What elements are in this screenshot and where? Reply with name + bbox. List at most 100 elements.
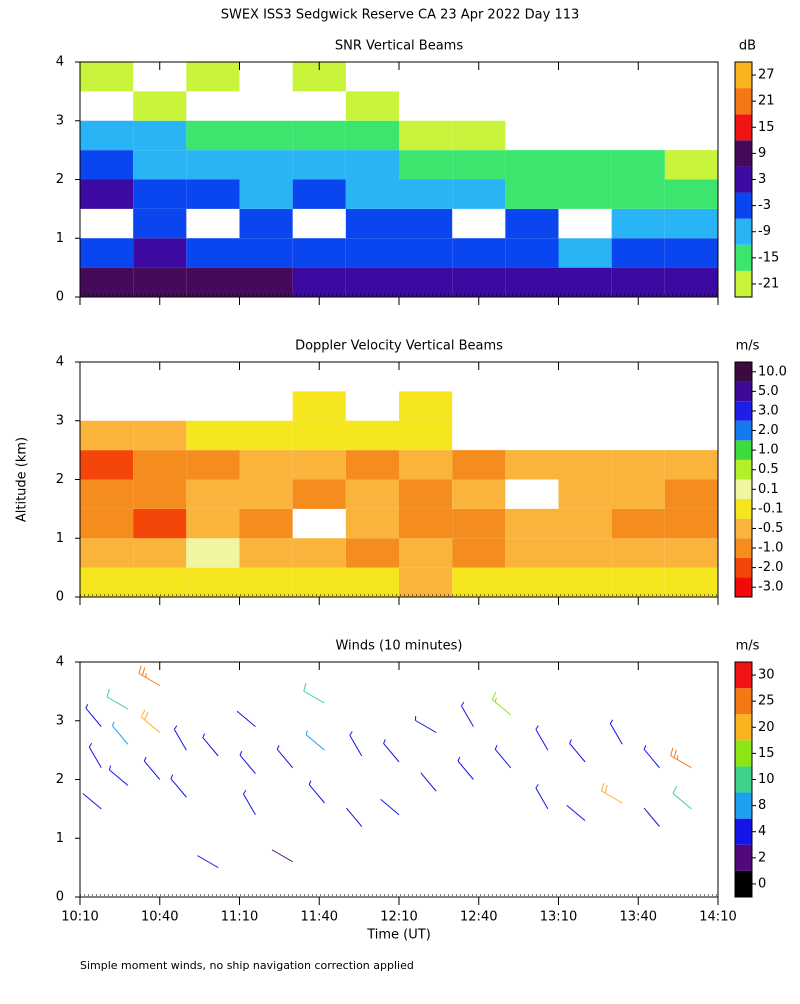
- heat-cell: [665, 238, 718, 267]
- colorbar-band: [735, 166, 752, 192]
- colorbar-band: [735, 766, 752, 792]
- heat-cell: [133, 509, 186, 538]
- colorbar-band: [735, 519, 752, 539]
- colorbar-band: [735, 62, 752, 88]
- wind-barb: [536, 784, 548, 809]
- heat-cell: [612, 509, 665, 538]
- wind-barb: [458, 757, 473, 779]
- heat-cell: [80, 538, 133, 567]
- heat-cell: [186, 62, 239, 91]
- heat-cell: [293, 450, 346, 479]
- barb-feather: [240, 751, 242, 755]
- colorbar-tick-label: -3.0: [758, 580, 783, 595]
- heat-cell: [240, 509, 293, 538]
- heat-cell: [665, 568, 718, 597]
- barb-staff: [112, 726, 127, 744]
- barb-feather: [644, 745, 646, 749]
- barb-feather: [89, 743, 91, 747]
- barb-feather: [605, 785, 607, 793]
- heat-cell: [452, 180, 505, 209]
- colorbar-tick-label: 4: [758, 824, 766, 839]
- heat-cell: [559, 568, 612, 597]
- heat-cell: [186, 238, 239, 267]
- barb-staff: [107, 697, 128, 709]
- heat-cell: [346, 268, 399, 297]
- colorbar-tick-label: 9: [758, 146, 766, 161]
- barb-feather: [277, 745, 279, 749]
- colorbar-tick-label: 2.0: [758, 423, 779, 438]
- wind-barb: [240, 751, 255, 773]
- colorbar-tick-label: 1.0: [758, 443, 779, 458]
- heat-cell: [452, 480, 505, 509]
- barb-feather: [243, 790, 245, 794]
- heat-cell: [133, 450, 186, 479]
- heat-cell: [133, 238, 186, 267]
- colorbar-band: [735, 714, 752, 740]
- colorbar-tick-label: 15: [758, 120, 775, 135]
- barb-staff: [144, 761, 159, 779]
- colorbar-tick-label: 21: [758, 94, 775, 109]
- heat-cell: [80, 62, 133, 91]
- heat-cell: [505, 238, 558, 267]
- heat-cell: [293, 121, 346, 150]
- barb-feather: [495, 698, 496, 702]
- barb-feather: [674, 750, 676, 758]
- colorbar-band: [735, 688, 752, 714]
- barb-feather: [144, 712, 148, 719]
- barb-staff: [610, 723, 622, 744]
- heat-cell: [559, 180, 612, 209]
- x-tick-label: 12:40: [460, 910, 497, 925]
- heat-cell: [293, 180, 346, 209]
- heat-cell: [293, 568, 346, 597]
- heat-cell: [505, 568, 558, 597]
- heat-cell: [133, 268, 186, 297]
- wind-barb: [495, 745, 510, 767]
- heat-cell: [399, 391, 452, 420]
- y-tick-label: 0: [56, 290, 64, 305]
- wind-barb: [144, 757, 159, 779]
- colorbar-tick-label: 0.1: [758, 482, 779, 497]
- y-tick-label: 3: [56, 113, 64, 128]
- plot-frame: [80, 662, 718, 897]
- heat-cell: [346, 238, 399, 267]
- colorbar-band: [735, 271, 752, 297]
- wind-barb: [381, 799, 399, 814]
- heat-cell: [133, 121, 186, 150]
- barb-staff: [567, 805, 585, 820]
- wind-barb: [346, 808, 361, 826]
- heat-cell: [452, 509, 505, 538]
- colorbar-band: [735, 480, 752, 500]
- heat-cell: [612, 538, 665, 567]
- x-tick-label: 12:10: [380, 910, 417, 925]
- barb-staff: [570, 743, 585, 761]
- colorbar-tick-label: 30: [758, 668, 775, 683]
- heat-cell: [186, 509, 239, 538]
- panel-title: SNR Vertical Beams: [335, 39, 463, 54]
- colorbar-band: [735, 362, 752, 382]
- wind-barb: [272, 850, 293, 862]
- heat-cell: [293, 480, 346, 509]
- barb-feather: [141, 710, 145, 717]
- heat-cell: [133, 568, 186, 597]
- heat-cell: [133, 180, 186, 209]
- heat-cell: [399, 209, 452, 238]
- wind-barb: [109, 766, 127, 786]
- barb-feather: [174, 726, 176, 730]
- y-tick-label: 3: [56, 713, 64, 728]
- y-tick-label: 3: [56, 413, 64, 428]
- wind-barb: [567, 805, 585, 820]
- y-tick-label: 1: [56, 531, 64, 546]
- heat-cell: [559, 450, 612, 479]
- x-tick-label: 13:40: [620, 910, 657, 925]
- barb-staff: [536, 788, 548, 809]
- x-tick-label: 14:10: [699, 910, 736, 925]
- heat-cell: [240, 268, 293, 297]
- panel-title: Winds (10 minutes): [335, 639, 462, 654]
- heat-cell: [240, 121, 293, 150]
- colorbar-band: [735, 662, 752, 688]
- heat-cell: [612, 238, 665, 267]
- x-tick-label: 11:40: [301, 910, 338, 925]
- colorbar-tick-label: -21: [758, 276, 779, 291]
- x-tick-label: 10:10: [61, 910, 98, 925]
- colorbar-tick-label: 8: [758, 798, 766, 813]
